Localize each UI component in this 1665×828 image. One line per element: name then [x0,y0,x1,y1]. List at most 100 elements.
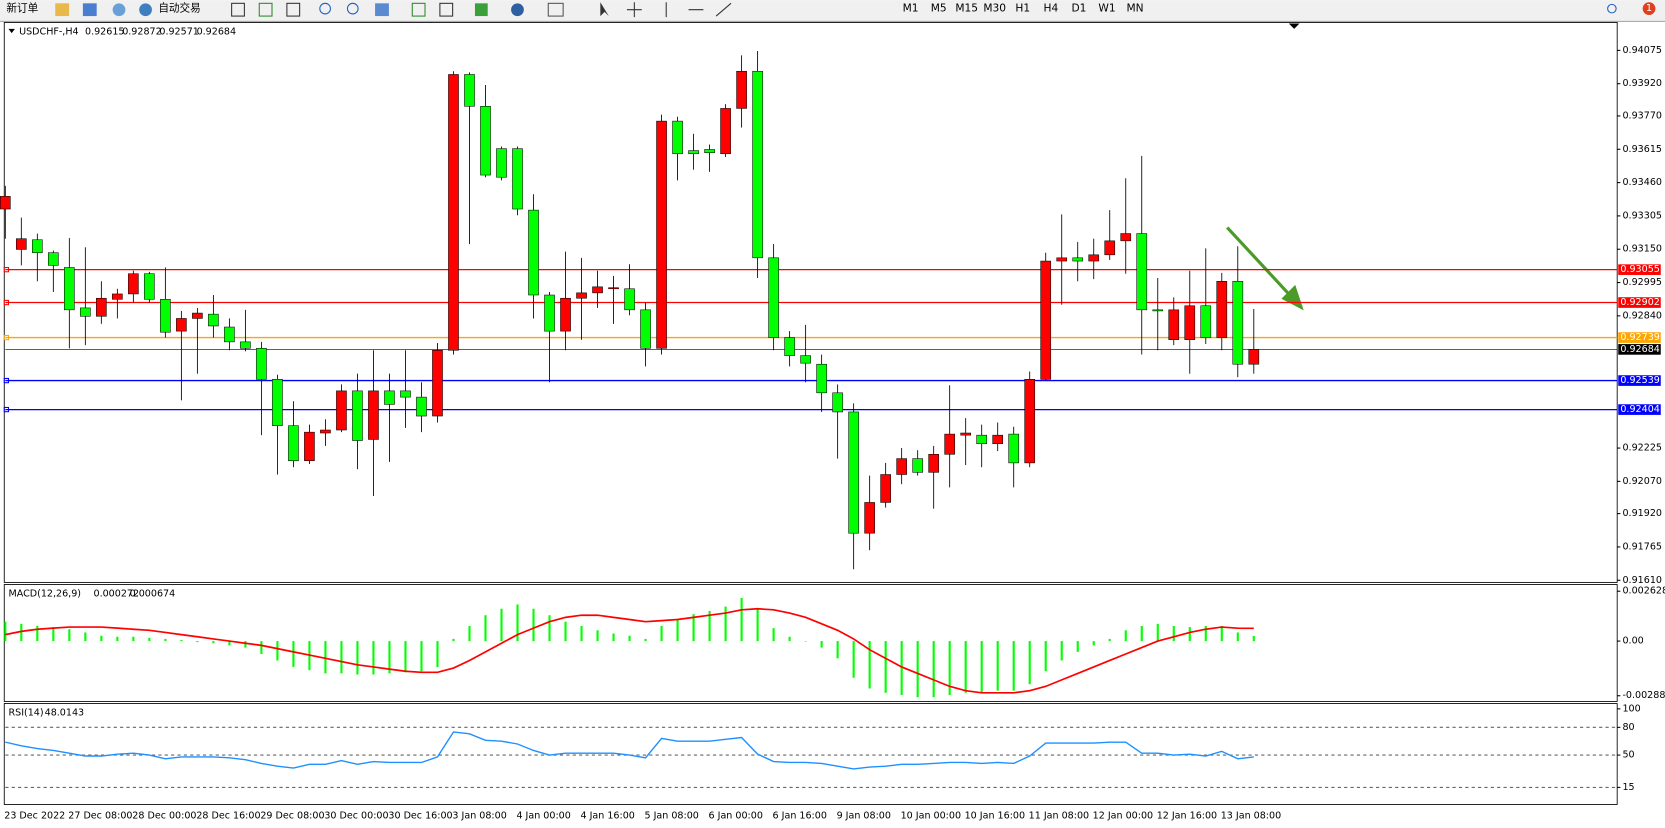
cursor-icon[interactable] [600,2,609,17]
macd-bar [532,608,535,642]
icon[interactable] [439,2,454,17]
icon[interactable] [231,2,245,17]
candle-body [352,390,363,441]
icon[interactable] [346,2,359,15]
x-tick-label: 12 Jan 16:00 [1157,811,1217,822]
icon[interactable] [55,3,70,17]
icon[interactable] [258,2,273,17]
y-tick-label: 0.92995 [1622,277,1661,288]
notification-badge[interactable] [1642,2,1656,16]
macd-bar [868,641,871,689]
macd-bar [148,637,151,642]
candle-body [16,238,27,250]
toolbar-buttons: 新订单 自动交易 1 [6,2,1656,18]
icon[interactable] [375,3,389,17]
y-tick-label: 0.002628 [1622,586,1665,597]
x-tick-label: 6 Jan 16:00 [773,811,827,822]
macd-bar [740,597,743,642]
candle-body [768,257,779,338]
macd-bar [180,639,183,642]
macd-bar [644,638,647,642]
candle-body [608,287,619,290]
icon[interactable] [82,3,97,17]
icon[interactable] [319,2,331,15]
macd-bar [196,641,199,643]
icon[interactable] [411,2,426,17]
y-tick-label: 0.93150 [1622,244,1661,255]
line-tools[interactable] [665,2,732,18]
candle-body [320,429,331,434]
macd-bar [516,604,519,642]
candle-body [64,267,75,311]
icon[interactable] [511,3,524,17]
candle-body [240,341,251,349]
candle-body [1024,379,1036,464]
icon[interactable] [112,3,126,17]
icon[interactable] [139,3,152,17]
candle-body [1152,309,1164,312]
icon[interactable] [286,2,301,17]
toolbar [0,0,1665,22]
macd-bar [692,614,695,642]
macd-bar [276,641,279,661]
macd-bar [1044,641,1047,672]
timeframe-button[interactable]: MN [1126,2,1143,15]
timeframe-button[interactable]: H4 [1043,2,1058,15]
candle-body [944,433,955,455]
candle-body [752,70,763,259]
timeframe-button[interactable]: H1 [1015,2,1030,15]
candle-body [880,474,891,503]
macd-bar [756,608,759,642]
crosshair-icon[interactable] [626,2,642,18]
macd-bar [468,625,471,642]
line-handle [3,299,10,306]
y-tick-label: -0.002881 [1622,690,1665,701]
shift-marker [1288,23,1300,29]
candle-body [1216,280,1228,338]
y-tick-label: 15 [1622,782,1634,793]
new-order-button[interactable]: 新订单 [6,2,38,15]
macd-bar [948,641,951,695]
signal-value: 0.000674 [130,589,176,600]
price-label-box [1618,332,1661,343]
timeframe-button[interactable]: M15 [955,2,978,15]
macd-bar [1172,625,1175,642]
candle-body [176,318,187,332]
candle-body [528,209,539,296]
price-label: 0.92539 [1620,375,1659,386]
candle-body [992,434,1004,445]
search-icon[interactable] [1607,3,1617,14]
timeframe-button[interactable]: M5 [931,2,947,15]
price-label-box [1618,375,1661,386]
candle-body [368,390,379,440]
candle-body [1168,309,1180,340]
macd-bar [900,641,903,695]
auto-trading-button[interactable]: 自动交易 [158,2,200,15]
candle-body [192,312,203,319]
timeframe-button[interactable]: M1 [903,2,919,15]
header-open: 0.92615 [85,27,124,38]
arrow-head [1281,284,1304,311]
candle-body [560,297,571,332]
line-handle [3,406,10,413]
icon[interactable] [547,2,564,17]
candle-body [1136,233,1148,311]
candle-body [816,363,827,394]
icon[interactable] [474,3,488,17]
price-label-box [1618,344,1661,355]
candle-body [480,106,491,176]
macd-bar [420,641,423,672]
macd-bar [1236,632,1239,642]
candle-body [400,390,411,398]
timeframe-button[interactable]: M30 [983,2,1006,15]
candle-body [832,392,843,413]
macd-bar [356,641,359,675]
timeframe-button[interactable]: D1 [1071,2,1086,15]
candle-body [1056,257,1068,262]
price-label: 0.93055 [1620,264,1659,275]
macd-bar [260,641,263,655]
timeframe-button[interactable]: W1 [1098,2,1115,15]
notification-count: 1 [1646,3,1652,14]
macd-bar [596,630,599,642]
macd-bar [436,641,439,667]
